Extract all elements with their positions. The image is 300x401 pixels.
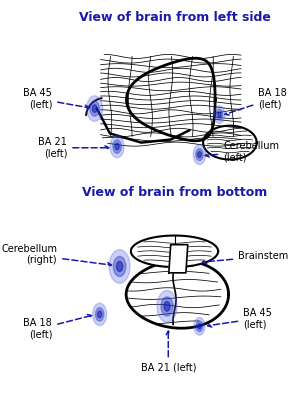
Text: BA 45
(left): BA 45 (left)	[23, 88, 89, 109]
Circle shape	[93, 303, 106, 326]
Circle shape	[113, 256, 126, 277]
Circle shape	[196, 321, 203, 332]
Circle shape	[164, 302, 170, 311]
Circle shape	[196, 148, 203, 160]
Text: BA 21 (left): BA 21 (left)	[140, 331, 196, 373]
Text: View of brain from bottom: View of brain from bottom	[82, 186, 267, 199]
Circle shape	[115, 143, 119, 150]
Text: Brainstem: Brainstem	[203, 251, 288, 263]
Polygon shape	[131, 235, 218, 267]
Circle shape	[218, 112, 221, 117]
Polygon shape	[169, 245, 188, 273]
Text: Cerebellum
(left): Cerebellum (left)	[205, 141, 279, 162]
Circle shape	[216, 109, 223, 120]
Circle shape	[198, 324, 201, 329]
Polygon shape	[203, 126, 257, 160]
Text: BA 45
(left): BA 45 (left)	[208, 308, 272, 329]
Circle shape	[98, 311, 102, 318]
Circle shape	[110, 136, 124, 158]
Text: BA 18
(left): BA 18 (left)	[225, 88, 287, 115]
Circle shape	[92, 105, 97, 112]
Circle shape	[214, 106, 225, 124]
Polygon shape	[127, 58, 215, 141]
Circle shape	[194, 318, 205, 335]
Text: BA 21
(left): BA 21 (left)	[38, 137, 109, 158]
Polygon shape	[126, 261, 229, 328]
Circle shape	[87, 96, 103, 122]
Circle shape	[198, 152, 201, 158]
Circle shape	[109, 250, 130, 283]
Circle shape	[193, 144, 206, 164]
Text: Cerebellum
(right): Cerebellum (right)	[1, 244, 111, 267]
Circle shape	[95, 308, 104, 321]
Circle shape	[113, 140, 121, 153]
Circle shape	[157, 290, 177, 322]
Circle shape	[116, 261, 123, 271]
Text: View of brain from left side: View of brain from left side	[79, 11, 271, 24]
Circle shape	[161, 297, 173, 316]
Text: BA 18
(left): BA 18 (left)	[23, 314, 92, 340]
Circle shape	[90, 101, 99, 116]
